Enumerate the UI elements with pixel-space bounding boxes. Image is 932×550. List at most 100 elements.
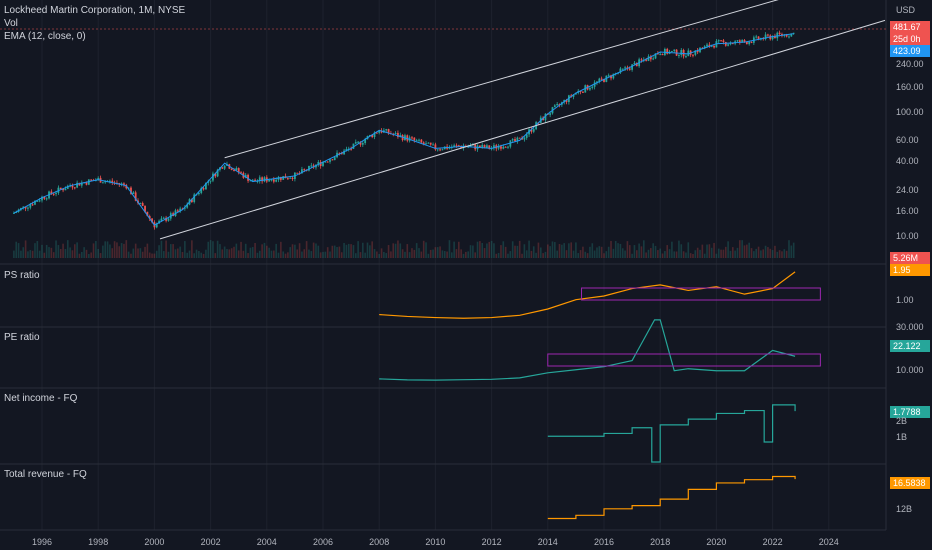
volume-bar — [27, 251, 29, 258]
volume-bar — [673, 251, 676, 258]
candle-body — [518, 137, 521, 139]
pe-panel-title[interactable]: PE ratio — [4, 332, 40, 343]
candle-body — [64, 188, 67, 191]
volume-bar — [195, 249, 198, 258]
volume-bar — [130, 253, 132, 258]
volume-bar — [88, 253, 90, 258]
volume-bar — [404, 251, 406, 258]
candle-body — [706, 44, 708, 47]
volume-bar — [481, 242, 484, 258]
candle-body — [748, 41, 751, 45]
volume-bar — [603, 253, 605, 258]
ema-value-tag: 423.09 — [890, 45, 930, 57]
volume-bar — [385, 253, 388, 258]
candle-body — [162, 217, 165, 219]
volume-bar — [633, 245, 636, 258]
candle-body — [352, 143, 355, 149]
volume-bar — [746, 244, 748, 258]
volume-bar — [509, 251, 512, 258]
candle-body — [207, 181, 210, 183]
volume-bar — [436, 247, 439, 258]
revenue-panel-title[interactable]: Total revenue - FQ — [4, 469, 87, 480]
candle-body — [130, 187, 132, 194]
volume-bar — [362, 242, 364, 258]
candle-body — [221, 167, 224, 169]
volume-bar — [523, 244, 526, 258]
volume-bar — [216, 240, 219, 258]
volume-bar — [518, 240, 521, 258]
candle-body — [22, 206, 25, 208]
volume-bar — [680, 244, 683, 258]
volume-bar — [628, 245, 631, 258]
candle-body — [301, 169, 303, 174]
ps-panel-title[interactable]: PS ratio — [4, 270, 40, 281]
x-tick-2002: 2002 — [200, 537, 221, 547]
volume-bar — [242, 250, 245, 258]
volume-bar — [572, 250, 575, 258]
candle-body — [516, 137, 519, 142]
candle-body — [176, 210, 179, 212]
volume-bar — [739, 240, 741, 258]
candle-body — [771, 36, 774, 40]
candle-body — [514, 139, 516, 142]
candle-body — [722, 40, 725, 43]
volume-bar — [425, 242, 427, 258]
candle-body — [240, 172, 242, 174]
candle-body — [258, 177, 261, 182]
volume-bar — [659, 248, 661, 258]
volume-bar — [322, 251, 324, 258]
ni-tick-1b: 1B — [896, 432, 908, 442]
candle-body — [123, 183, 125, 185]
candle-body — [596, 81, 598, 83]
candle-body — [418, 139, 420, 141]
volume-bar — [62, 243, 64, 258]
volume-bar — [247, 253, 249, 258]
volume-bar — [399, 243, 402, 258]
volume-bar — [638, 243, 640, 258]
candle-body — [190, 199, 193, 203]
volume-bar — [469, 245, 472, 258]
volume-bar — [13, 250, 15, 258]
volume-bar — [408, 252, 411, 258]
candle-body — [448, 147, 451, 149]
volume-bar — [488, 241, 491, 258]
candle-body — [439, 149, 441, 151]
volume-bar — [179, 246, 181, 258]
symbol-title[interactable]: Lockheed Martin Corporation, 1M, NYSE — [4, 5, 186, 16]
volume-bar — [66, 240, 69, 258]
volume-bar — [169, 244, 172, 258]
candle-body — [511, 139, 514, 141]
volume-bar — [352, 245, 355, 258]
volume-bar — [685, 252, 687, 258]
net-income-panel-title[interactable]: Net income - FQ — [4, 393, 78, 404]
candle-body — [469, 145, 472, 147]
candle-body — [151, 218, 153, 223]
volume-bar — [450, 252, 453, 258]
volume-bar — [776, 251, 779, 258]
volume-bar — [472, 245, 474, 258]
candle-body — [738, 40, 741, 43]
volume-bar — [111, 248, 114, 258]
volume-bar — [345, 244, 348, 258]
volume-legend[interactable]: Vol — [4, 18, 18, 29]
x-tick-2016: 2016 — [593, 537, 615, 547]
candle-body — [607, 75, 610, 77]
volume-bar — [99, 253, 102, 258]
volume-bar — [177, 248, 179, 258]
volume-bar — [172, 244, 174, 258]
candle-body — [621, 68, 624, 70]
volume-bar — [331, 245, 334, 258]
volume-bar — [778, 250, 781, 258]
candle-body — [654, 53, 657, 59]
candle-body — [251, 179, 254, 181]
ema-legend[interactable]: EMA (12, close, 0) — [4, 31, 86, 42]
volume-bar — [287, 252, 289, 258]
volume-bar — [312, 242, 315, 258]
candle-body — [343, 150, 345, 155]
candle-body — [338, 152, 341, 154]
volume-bar — [280, 241, 282, 258]
volume-bar — [251, 247, 254, 258]
candle-body — [205, 182, 207, 190]
candle-body — [373, 132, 376, 137]
volume-bar — [301, 251, 303, 258]
